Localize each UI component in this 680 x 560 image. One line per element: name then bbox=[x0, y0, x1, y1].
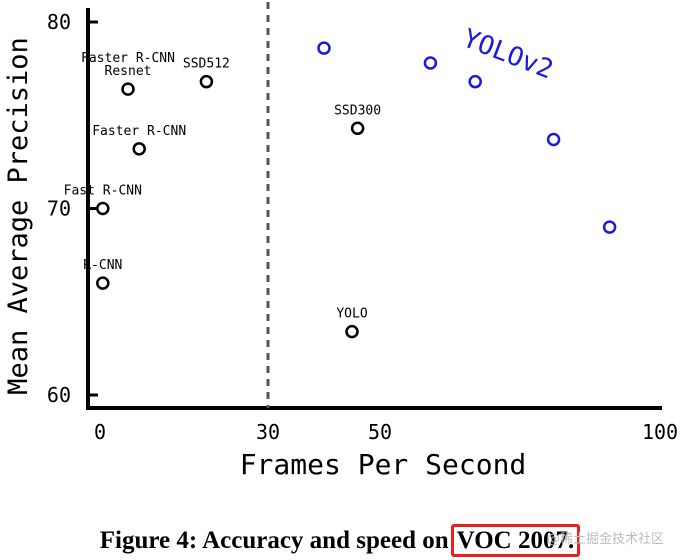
point-ssd512 bbox=[199, 74, 214, 89]
caption-text: Accuracy and speed on bbox=[202, 527, 449, 554]
caption-highlight: VOC 2007. bbox=[450, 524, 581, 557]
x-axis-label: Frames Per Second bbox=[240, 448, 527, 481]
point-label: R-CNN bbox=[83, 258, 122, 273]
data-points: R-CNN Fast R-CNN Faster R-CNN Faster R-CNN R… bbox=[64, 41, 617, 339]
y-tick-label: 80 bbox=[47, 10, 71, 34]
point-r-cnn bbox=[96, 276, 110, 290]
point-yolov2 bbox=[317, 41, 331, 55]
point-yolov2 bbox=[468, 74, 482, 89]
point-label: Fast R-CNN bbox=[64, 184, 142, 199]
caption-prefix: Figure 4: bbox=[99, 527, 198, 554]
point-label: SSD300 bbox=[334, 103, 381, 118]
point-faster-r-cnn-resnet bbox=[121, 82, 135, 96]
point-label: Faster R-CNN Resnet bbox=[81, 51, 175, 79]
x-tick-label: 100 bbox=[642, 420, 678, 444]
watermark: @稀土掘金技术社区 bbox=[546, 532, 664, 547]
x-tick-label: 50 bbox=[368, 420, 392, 444]
point-yolov2 bbox=[546, 132, 561, 147]
point-faster-r-cnn bbox=[132, 142, 146, 156]
y-axis-label: Mean Average Precision bbox=[3, 37, 34, 395]
y-tick-label: 60 bbox=[47, 383, 71, 407]
figure-caption: Figure 4: Accuracy and speed on VOC 2007. bbox=[0, 524, 680, 557]
x-tick-label: 30 bbox=[256, 420, 280, 444]
point-yolov2 bbox=[423, 56, 438, 70]
point-label: YOLO bbox=[336, 307, 367, 322]
point-label: SSD512 bbox=[183, 57, 230, 72]
ticks: 60 70 80 0 30 50 100 bbox=[47, 10, 678, 444]
point-fast-r-cnn bbox=[96, 201, 110, 216]
point-ssd300 bbox=[350, 121, 365, 136]
x-tick-label: 0 bbox=[94, 420, 106, 444]
scatter-chart: 60 70 80 0 30 50 100 R-CNN Fast R-CNN Faster R-C… bbox=[3, 2, 678, 481]
y-tick-label: 70 bbox=[47, 197, 71, 221]
point-yolo bbox=[345, 324, 359, 339]
point-label: Faster R-CNN bbox=[92, 124, 186, 139]
point-yolov2 bbox=[602, 220, 617, 234]
